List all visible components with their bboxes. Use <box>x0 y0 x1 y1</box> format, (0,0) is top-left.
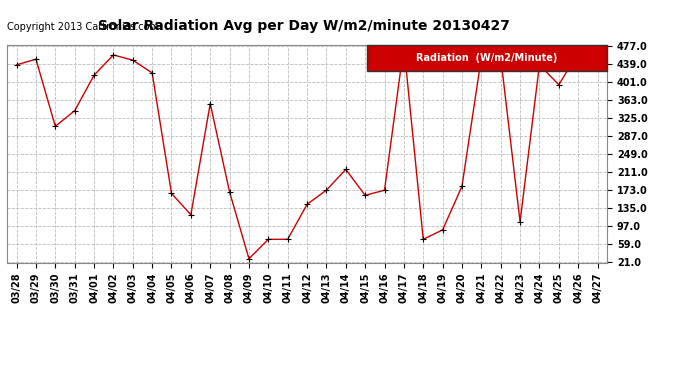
FancyBboxPatch shape <box>367 45 607 71</box>
Text: Radiation  (W/m2/Minute): Radiation (W/m2/Minute) <box>417 53 558 63</box>
Text: Solar Radiation Avg per Day W/m2/minute 20130427: Solar Radiation Avg per Day W/m2/minute … <box>98 19 509 33</box>
Text: Copyright 2013 Cartronics.com: Copyright 2013 Cartronics.com <box>7 22 159 32</box>
